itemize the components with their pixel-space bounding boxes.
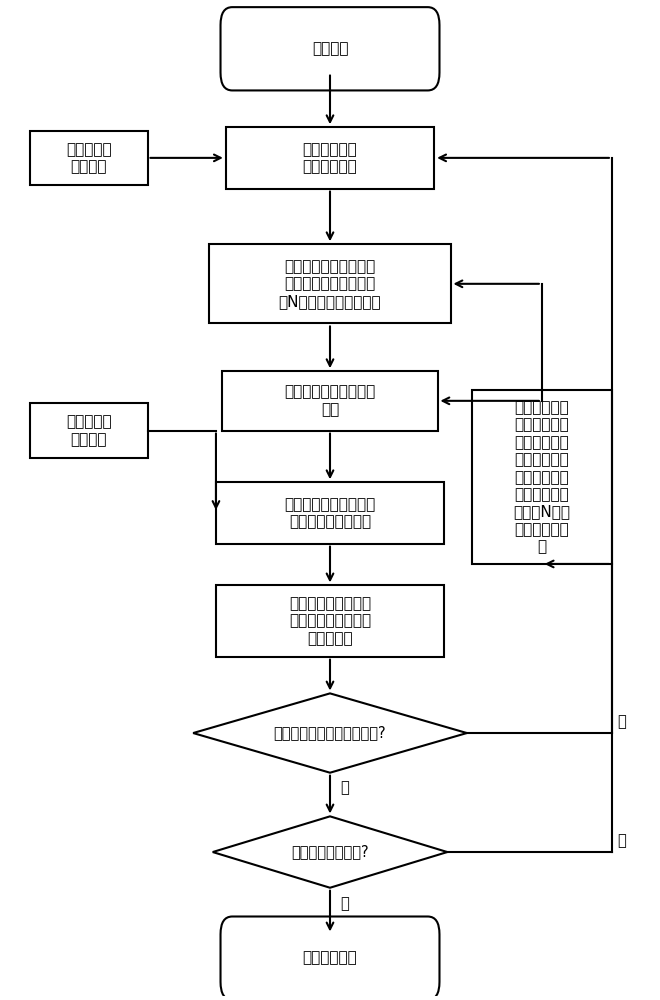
Text: 否: 否 [617,833,626,848]
Text: 是否已达到预定的预测步数?: 是否已达到预定的预测步数? [274,726,386,741]
Text: 测试开始: 测试开始 [312,41,348,56]
Text: 是: 是 [340,781,348,796]
Text: 训练完成的
预测模型: 训练完成的 预测模型 [66,414,112,447]
Text: 测试过程是否结束?: 测试过程是否结束? [291,845,369,860]
Bar [209,244,451,323]
Bar [30,131,148,185]
Bar [226,127,434,189]
Polygon shape [193,693,467,773]
Text: 预处理完成
的测试集: 预处理完成 的测试集 [66,142,112,174]
Text: 将当前状态发送到预测
模型: 将当前状态发送到预测 模型 [284,385,376,417]
FancyBboxPatch shape [220,916,440,1000]
Text: 选择要预测的
退化趋势曲线: 选择要预测的 退化趋势曲线 [303,142,357,174]
Text: 测试过程结束: 测试过程结束 [303,951,357,966]
Text: 预测模型在给定当前状
态的情况下输出动作: 预测模型在给定当前状 态的情况下输出动作 [284,497,376,529]
Text: 否: 否 [617,714,626,729]
Text: 通过将获得的
动作堆叠到最
后一个状态的
末尾来生成下
一个状态，并
从右向左截取
长度为N的序
列以形成新状
态: 通过将获得的 动作堆叠到最 后一个状态的 末尾来生成下 一个状态，并 从右向左截… [513,400,570,554]
Text: 是: 是 [340,896,348,911]
Bar [30,403,148,458]
Bar [472,390,612,564]
Text: 从当前退化趋势曲线的
最左侧开始，截取长度
为N的数据作为起始状态: 从当前退化趋势曲线的 最左侧开始，截取长度 为N的数据作为起始状态 [279,259,381,309]
Polygon shape [213,816,447,888]
Text: 顺序堆叠预测动作输
出，形成预测出的退
化趋势曲线: 顺序堆叠预测动作输 出，形成预测出的退 化趋势曲线 [289,596,371,646]
Bar [216,585,444,657]
FancyBboxPatch shape [220,7,440,90]
Bar [216,482,444,544]
Bar [222,371,438,431]
